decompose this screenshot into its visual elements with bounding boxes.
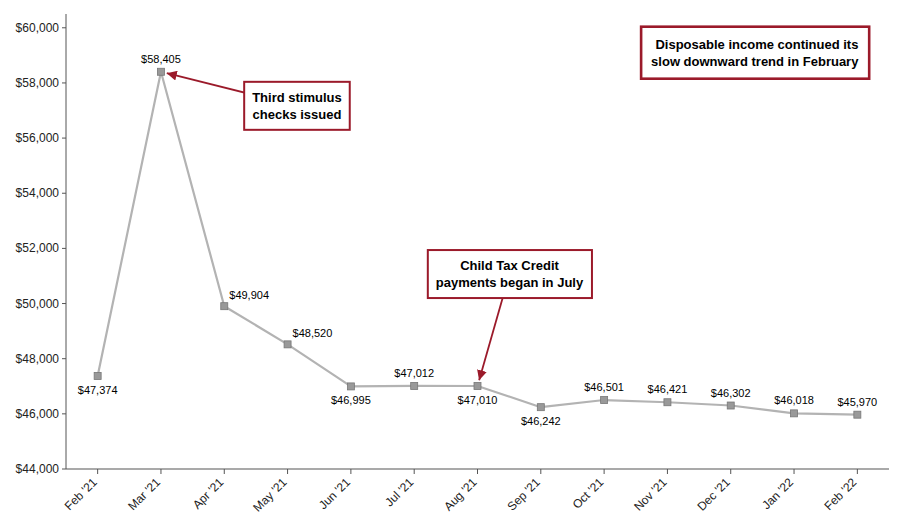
y-axis: $44,000 $46,000 $48,000 $50,000 $52,000 $54,0… — [16, 14, 66, 476]
annotation-line: Child Tax Credit — [460, 258, 559, 273]
y-tick-label: $58,000 — [16, 76, 60, 90]
inset-box — [641, 27, 869, 79]
x-tick — [730, 469, 731, 474]
background — [0, 0, 905, 531]
x-tick-label: May '21 — [250, 475, 290, 515]
data-label: $48,520 — [293, 327, 333, 339]
y-tick-label: $48,000 — [16, 352, 60, 366]
marker — [854, 411, 861, 418]
annotation-box — [428, 250, 592, 298]
y-tick — [62, 27, 66, 28]
x-tick-label: Jun '21 — [316, 475, 353, 512]
data-label: $46,421 — [648, 383, 688, 395]
marker — [411, 382, 418, 389]
marker — [347, 383, 354, 390]
x-tick — [160, 469, 161, 474]
marker — [727, 402, 734, 409]
x-tick — [350, 469, 351, 474]
y-axis-line — [66, 14, 67, 469]
marker — [284, 341, 291, 348]
y-tick — [62, 469, 66, 470]
annotation-text: Child Tax Credit payments began in July — [436, 258, 584, 290]
annotation-line: checks issued — [253, 107, 342, 122]
inset-text: Disposable income continued its slow down… — [651, 37, 859, 69]
x-tick-label: Feb '22 — [822, 475, 860, 513]
x-tick-label: Dec '21 — [694, 475, 733, 514]
y-tick — [62, 193, 66, 194]
marker — [157, 68, 164, 75]
y-tick — [62, 248, 66, 249]
chart: $44,000 $46,000 $48,000 $50,000 $52,000 $54,0… — [0, 0, 905, 531]
x-tick — [224, 469, 225, 474]
y-tick-label: $50,000 — [16, 297, 60, 311]
x-tick — [667, 469, 668, 474]
data-label: $58,405 — [141, 53, 181, 65]
y-tick — [62, 413, 66, 414]
page: {"chart_data": { "type": "line", "catego… — [0, 0, 905, 531]
x-tick-label: Aug '21 — [441, 475, 480, 514]
inset: Disposable income continued its slow down… — [641, 27, 869, 79]
annotations: Third stimulus checks issued Child Tax Cre… — [167, 27, 869, 381]
data-labels: $47,374 $58,405 $49,904 $48,520 $46,995 $47,0… — [78, 53, 877, 427]
y-tick-label: $56,000 — [16, 131, 60, 145]
marker — [221, 303, 228, 310]
data-label: $49,904 — [229, 289, 269, 301]
annotation-line: payments began in July — [436, 275, 584, 290]
marker — [474, 382, 481, 389]
annotation-line: slow downward trend in February — [651, 54, 859, 69]
marker — [94, 372, 101, 379]
x-tick — [857, 469, 858, 474]
x-tick-label: Jan '22 — [759, 475, 796, 512]
x-tick-label: Sep '21 — [505, 475, 544, 514]
annotation: Child Tax Credit payments began in July — [428, 250, 592, 380]
data-label: $45,970 — [837, 396, 877, 408]
data-label: $46,501 — [584, 381, 624, 393]
y-tick-label: $52,000 — [16, 241, 60, 255]
data-label: $46,018 — [774, 394, 814, 406]
x-tick-label: Nov '21 — [631, 475, 670, 514]
x-tick — [794, 469, 795, 474]
y-tick-label: $46,000 — [16, 407, 60, 421]
x-tick-label: Feb '21 — [62, 475, 100, 513]
marker — [601, 397, 608, 404]
x-tick — [604, 469, 605, 474]
annotation-line: Third stimulus — [252, 90, 342, 105]
data-label: $46,995 — [331, 394, 371, 406]
y-tick-label: $54,000 — [16, 186, 60, 200]
x-tick-label: Mar '21 — [125, 475, 163, 513]
annotation-text: Third stimulus checks issued — [252, 90, 342, 122]
y-tick — [62, 82, 66, 83]
marker — [664, 399, 671, 406]
x-tick — [414, 469, 415, 474]
line — [98, 72, 858, 415]
x-tick-label: Jul '21 — [382, 475, 416, 509]
y-tick — [62, 138, 66, 139]
plot-area — [94, 68, 861, 418]
x-tick — [540, 469, 541, 474]
y-tick — [62, 358, 66, 359]
data-label: $46,302 — [711, 387, 751, 399]
data-label: $47,374 — [78, 384, 118, 396]
x-tick-label: Apr '21 — [190, 475, 227, 512]
x-axis: Feb '21 Mar '21 Apr '21 May '21 Jun '21 Jul '… — [62, 469, 889, 515]
data-label: $47,010 — [458, 394, 498, 406]
y-tick-label: $44,000 — [16, 462, 60, 476]
marker — [537, 404, 544, 411]
x-tick — [477, 469, 478, 474]
x-tick-label: Oct '21 — [570, 475, 607, 512]
annotation-line: Disposable income continued its — [655, 37, 858, 52]
x-tick — [97, 469, 98, 474]
y-tick — [62, 303, 66, 304]
y-tick-label: $60,000 — [16, 21, 60, 35]
data-label: $47,012 — [394, 367, 434, 379]
annotation: Third stimulus checks issued — [167, 73, 350, 130]
x-tick — [287, 469, 288, 474]
marker — [791, 410, 798, 417]
annotation-box — [244, 82, 350, 130]
data-label: $46,242 — [521, 415, 561, 427]
